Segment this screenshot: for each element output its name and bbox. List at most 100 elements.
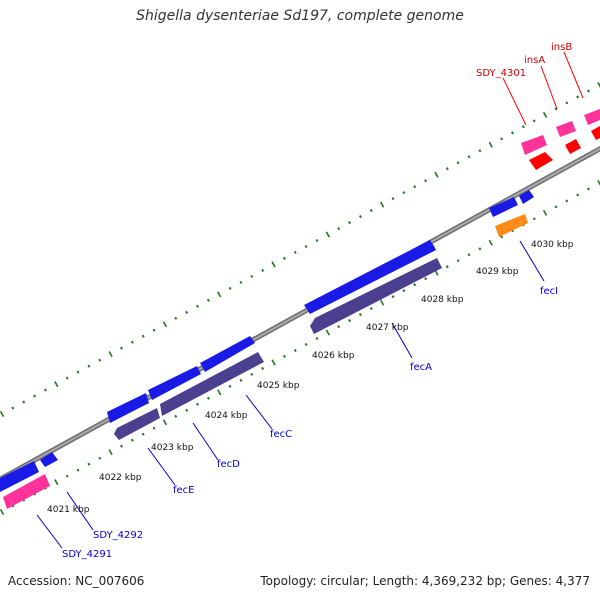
tick-mark <box>413 185 417 189</box>
tick-mark <box>379 299 385 306</box>
tick-mark <box>467 155 471 159</box>
tick-mark <box>424 277 428 281</box>
tick-mark <box>478 149 482 153</box>
label-leader-lines <box>36 51 584 549</box>
tick-mark <box>325 231 330 238</box>
tick-mark <box>196 402 199 406</box>
tick-mark <box>456 259 460 263</box>
tick-mark <box>488 141 493 148</box>
tick-mark <box>456 161 460 165</box>
kbp-label: 4026 kbp <box>312 351 355 361</box>
tick-mark <box>358 313 362 317</box>
genome-backbone <box>0 145 600 483</box>
tick-mark <box>120 444 123 448</box>
tick-mark <box>337 227 341 231</box>
tick-mark <box>597 179 600 186</box>
tick-mark <box>434 171 439 178</box>
tick-mark <box>98 358 102 362</box>
tick-mark <box>293 250 297 255</box>
tick-mark <box>120 346 123 350</box>
cds-fecA-forward <box>304 240 436 314</box>
mobile-elements <box>521 109 600 170</box>
tick-mark <box>0 508 5 516</box>
tick-mark <box>87 364 91 368</box>
genome-summary-text: Topology: circular; Length: 4,369,232 bp… <box>260 574 590 588</box>
tick-mark <box>542 209 548 216</box>
tick-mark <box>445 167 449 171</box>
cds-fecI-forward <box>489 197 518 217</box>
cds-fecA-reverse <box>310 258 442 334</box>
cds-fecC-reverse <box>160 352 264 416</box>
tick-mark <box>108 351 113 358</box>
kbp-label: 4025 kbp <box>257 381 300 391</box>
tick-mark <box>576 95 580 99</box>
tick-mark <box>315 336 319 341</box>
gene-label-insA: insA <box>524 55 545 66</box>
tick-mark <box>532 119 536 123</box>
tick-mark <box>98 456 102 460</box>
tick-mark <box>185 310 189 314</box>
tick-mark <box>521 125 525 129</box>
gene-label-sdy4301: SDY_4301 <box>476 68 526 79</box>
kbp-label: 4024 kbp <box>205 411 248 421</box>
tick-mark <box>228 384 232 388</box>
gene-label-fecA: fecA <box>410 362 432 373</box>
tick-mark <box>282 354 286 358</box>
tick-mark <box>315 238 319 243</box>
tick-mark <box>413 283 417 287</box>
tick-mark <box>271 261 276 268</box>
tick-mark <box>11 406 15 410</box>
tick-mark <box>239 378 243 382</box>
tick-mark <box>174 316 178 320</box>
kbp-label: 4030 kbp <box>531 240 574 250</box>
tick-mark <box>500 137 504 141</box>
tick-mark <box>54 381 59 388</box>
tick-mark <box>488 239 493 246</box>
tick-mark <box>152 426 156 430</box>
gene-label-sdy4292: SDY_4292 <box>93 530 143 541</box>
tick-mark <box>554 107 558 111</box>
other-features <box>3 214 528 509</box>
tick-mark <box>369 209 373 213</box>
tick-mark <box>325 329 330 336</box>
tick-mark <box>22 400 26 404</box>
tick-mark <box>358 215 362 219</box>
inner-tick-ring <box>0 179 600 516</box>
feature-red-1 <box>529 152 553 170</box>
tick-mark <box>587 187 590 191</box>
tick-mark <box>33 394 37 398</box>
tick-mark <box>597 81 600 88</box>
tick-mark <box>532 217 536 221</box>
tick-mark <box>239 280 243 284</box>
tick-mark <box>587 89 590 93</box>
tick-mark <box>250 372 254 376</box>
tick-mark <box>478 247 482 251</box>
tick-mark <box>130 340 134 344</box>
kbp-label: 4023 kbp <box>151 443 194 453</box>
tick-mark <box>87 462 91 466</box>
cds-fecE-forward <box>107 393 149 423</box>
tick-mark <box>391 295 395 299</box>
tick-mark <box>217 291 222 298</box>
cds-fecC-forward <box>200 336 255 372</box>
tick-mark <box>0 410 5 418</box>
feature-insB <box>584 109 600 125</box>
tick-mark <box>348 319 352 323</box>
outer-tick-ring <box>0 81 600 418</box>
tick-mark <box>162 419 168 426</box>
kbp-label: 4021 kbp <box>47 505 90 515</box>
tick-mark <box>76 468 80 472</box>
cds-fecE-reverse <box>114 408 160 440</box>
tick-mark <box>402 191 406 195</box>
tick-mark <box>391 197 395 201</box>
gene-label-fecE: fecE <box>173 485 195 496</box>
tick-mark <box>141 334 145 338</box>
kbp-label: 4029 kbp <box>476 267 519 277</box>
tick-mark <box>206 396 210 400</box>
gene-label-insB: insB <box>551 42 572 53</box>
tick-mark <box>141 432 145 436</box>
tick-mark <box>500 235 504 239</box>
kbp-scale-labels: 4021 kbp 4022 kbp 4023 kbp 4024 kbp 4025… <box>47 240 574 515</box>
feature-red-2 <box>565 139 581 154</box>
